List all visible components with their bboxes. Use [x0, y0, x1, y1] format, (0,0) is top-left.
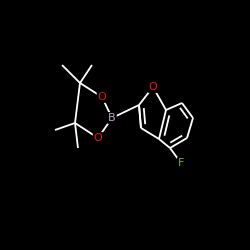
Text: O: O — [98, 92, 106, 102]
Text: O: O — [94, 133, 102, 143]
Text: B: B — [108, 113, 116, 123]
Text: O: O — [148, 82, 158, 92]
Text: F: F — [178, 158, 184, 168]
